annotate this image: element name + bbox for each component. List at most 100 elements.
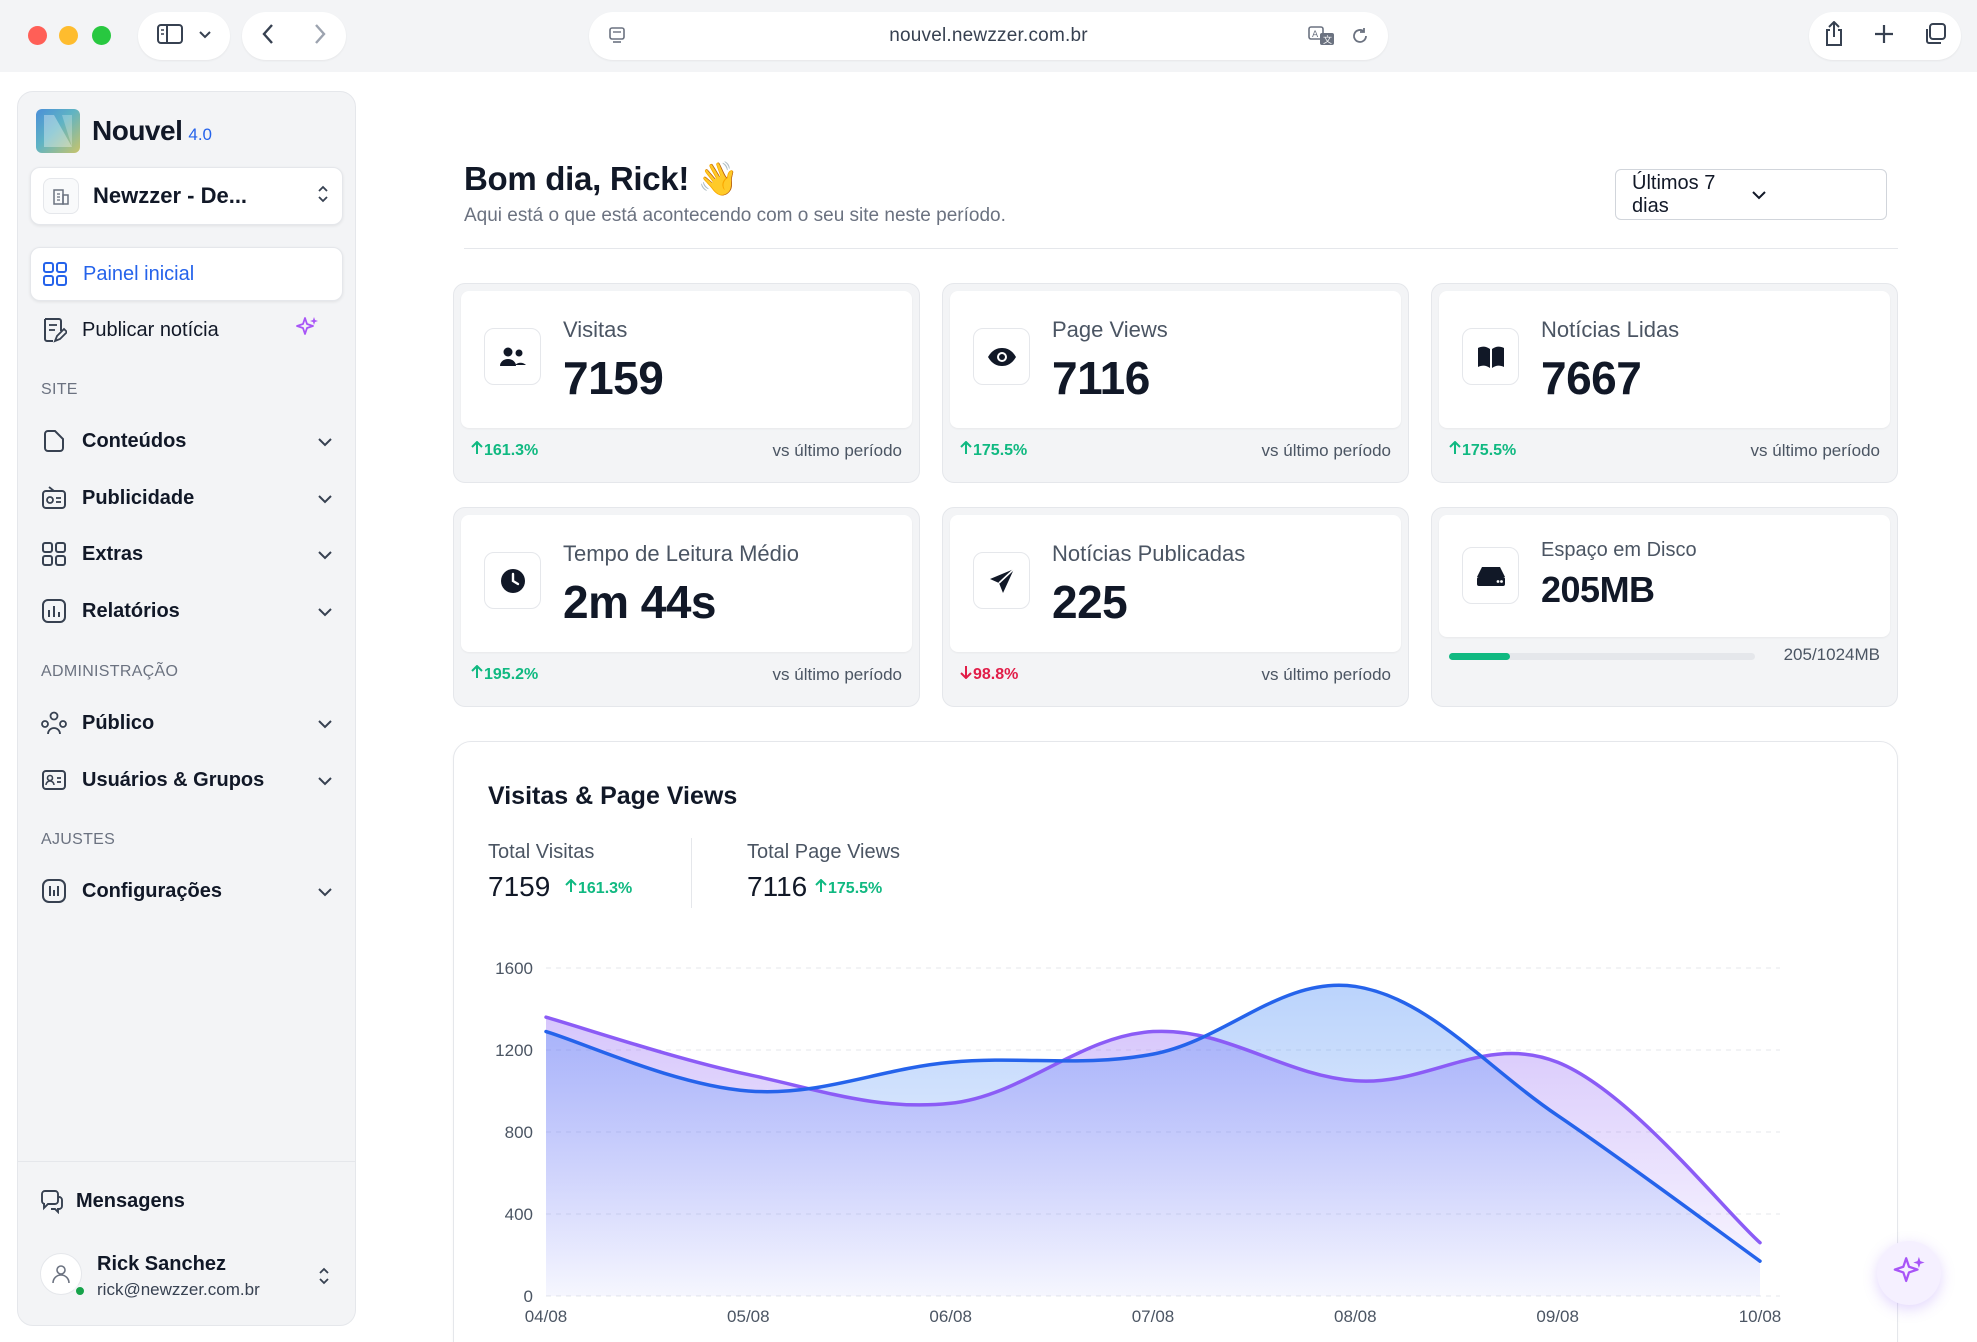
stat-value: 7667 [1541, 352, 1642, 404]
arrow-down-icon [959, 665, 973, 684]
user-menu-chevron-icon[interactable] [317, 1266, 331, 1291]
sidebar-item-label: Publicar notícia [82, 318, 219, 341]
clock-icon [484, 552, 541, 609]
file-icon [40, 427, 68, 455]
user-name: Rick Sanchez [97, 1253, 226, 1275]
sidebar-toggle-group[interactable] [138, 12, 230, 60]
sparkle-icon [1892, 1254, 1926, 1293]
header-divider [464, 248, 1898, 249]
y-tick-label: 1200 [495, 1041, 533, 1060]
sidebar-item-label: Relatórios [82, 599, 180, 622]
id-card-icon [40, 766, 68, 794]
site-selector[interactable]: Newzzer - De... [30, 167, 343, 225]
minimize-window-button[interactable] [59, 26, 78, 45]
sparkle-icon [295, 315, 319, 345]
new-tab-icon[interactable] [1873, 23, 1895, 50]
stat-title: Visitas [563, 317, 628, 342]
share-icon[interactable] [1823, 20, 1845, 52]
sidebar-divider [18, 1161, 355, 1162]
kpi-trend-value: 175.5% [828, 879, 883, 897]
ad-icon [40, 484, 68, 512]
stat-card-page-views: Page Views 7116 175.5% vs último período [942, 283, 1409, 483]
sidebar-item-publicar-noticia[interactable]: Publicar notícia [30, 303, 343, 357]
audience-icon [40, 709, 68, 737]
x-tick-label: 07/08 [1132, 1307, 1175, 1326]
reload-icon[interactable] [1350, 26, 1370, 46]
send-icon [973, 552, 1030, 609]
arrow-up-icon [1448, 440, 1462, 460]
visits-pageviews-chart-card: Visitas & Page Views Total Visitas 7159 … [453, 741, 1898, 1342]
stat-value: 225 [1052, 576, 1128, 628]
series-line-1[interactable] [544, 983, 1762, 1263]
online-status-indicator [74, 1285, 86, 1297]
back-icon[interactable] [261, 23, 275, 50]
stat-trend-value: 175.5% [973, 441, 1028, 459]
sidebar-item-extras[interactable]: Extras [30, 527, 343, 581]
stat-compare-label: vs último período [1261, 441, 1391, 460]
maximize-window-button[interactable] [92, 26, 111, 45]
stat-compare-label: vs último período [1750, 441, 1880, 460]
chevron-down-icon [1751, 183, 1870, 206]
nav-section-site: SITE [41, 381, 78, 398]
book-icon [1462, 328, 1519, 385]
users-icon [484, 328, 541, 385]
chevron-down-icon [317, 600, 333, 623]
sidebar-item-painel-inicial[interactable]: Painel inicial [30, 247, 343, 301]
kpi-total-pageviews-label: Total Page Views [747, 841, 901, 863]
kpi-trend-value: 161.3% [578, 879, 633, 897]
stat-card-body: Tempo de Leitura Médio 2m 44s [461, 515, 912, 652]
kpi-separator [691, 838, 692, 908]
sidebar-item-label: Mensagens [76, 1189, 185, 1212]
svg-text:A: A [1312, 30, 1319, 40]
close-window-button[interactable] [28, 26, 47, 45]
stat-card-visitas: Visitas 7159 161.3% vs último período [453, 283, 920, 483]
stat-card-noticias-lidas: Notícias Lidas 7667 175.5% vs último per… [1431, 283, 1898, 483]
series-line-0[interactable] [544, 1015, 1762, 1245]
history-nav-group [242, 12, 346, 60]
sidebar-item-label: Conteúdos [82, 429, 187, 452]
sidebar-item-usuarios-grupos[interactable]: Usuários & Grupos [30, 753, 343, 807]
arrow-up-icon [470, 440, 484, 460]
kpi-total-pageviews-trend: 175.5% [814, 878, 883, 898]
sidebar-item-conteudos[interactable]: Conteúdos [30, 414, 343, 468]
ai-assistant-button[interactable] [1877, 1241, 1941, 1305]
stat-title: Tempo de Leitura Médio [563, 541, 800, 566]
tab-overview-icon[interactable] [1923, 22, 1947, 51]
sidebar-item-publico[interactable]: Público [30, 696, 343, 750]
site-selector-label: Newzzer - De... [93, 183, 248, 208]
chevron-down-icon[interactable] [198, 27, 212, 45]
grid-icon [41, 260, 69, 288]
forward-icon[interactable] [313, 23, 327, 50]
sidebar-item-label: Usuários & Grupos [82, 768, 265, 791]
page-subtitle: Aqui está o que está acontecendo com o s… [464, 205, 1006, 226]
brand[interactable]: Nouvel 4.0 [36, 109, 212, 153]
page-settings-icon[interactable] [607, 26, 627, 46]
chevron-down-icon [317, 543, 333, 566]
eye-icon [973, 328, 1030, 385]
sidebar-toggle-icon[interactable] [156, 22, 184, 51]
chevron-down-icon [317, 430, 333, 453]
nav-section-administracao: ADMINISTRAÇÃO [41, 663, 179, 680]
nav-section-ajustes: AJUSTES [41, 831, 116, 848]
stat-compare-label: vs último período [772, 441, 902, 460]
kpi-total-pageviews-value: 7116 [747, 871, 808, 902]
sidebar-item-configuracoes[interactable]: Configurações [30, 864, 343, 918]
sidebar-item-mensagens[interactable]: Mensagens [28, 1174, 341, 1228]
period-select[interactable]: Últimos 7 dias [1615, 169, 1887, 220]
stat-card-body: Espaço em Disco 205MB [1439, 515, 1890, 637]
sidebar-item-label: Público [82, 711, 155, 734]
sidebar-item-label: Extras [82, 542, 144, 565]
svg-text:文: 文 [1323, 34, 1332, 46]
sidebar-item-publicidade[interactable]: Publicidade [30, 471, 343, 525]
stat-trend: 175.5% [959, 440, 1028, 460]
chevron-down-icon [317, 712, 333, 735]
brand-version: 4.0 [188, 125, 212, 144]
stat-compare-label: vs último período [1261, 665, 1391, 684]
x-tick-label: 04/08 [525, 1307, 568, 1326]
stat-trend-value: 98.8% [973, 665, 1019, 683]
stat-card-noticias-publicadas: Notícias Publicadas 225 98.8% vs último … [942, 507, 1409, 707]
sidebar-item-relatorios[interactable]: Relatórios [30, 584, 343, 638]
